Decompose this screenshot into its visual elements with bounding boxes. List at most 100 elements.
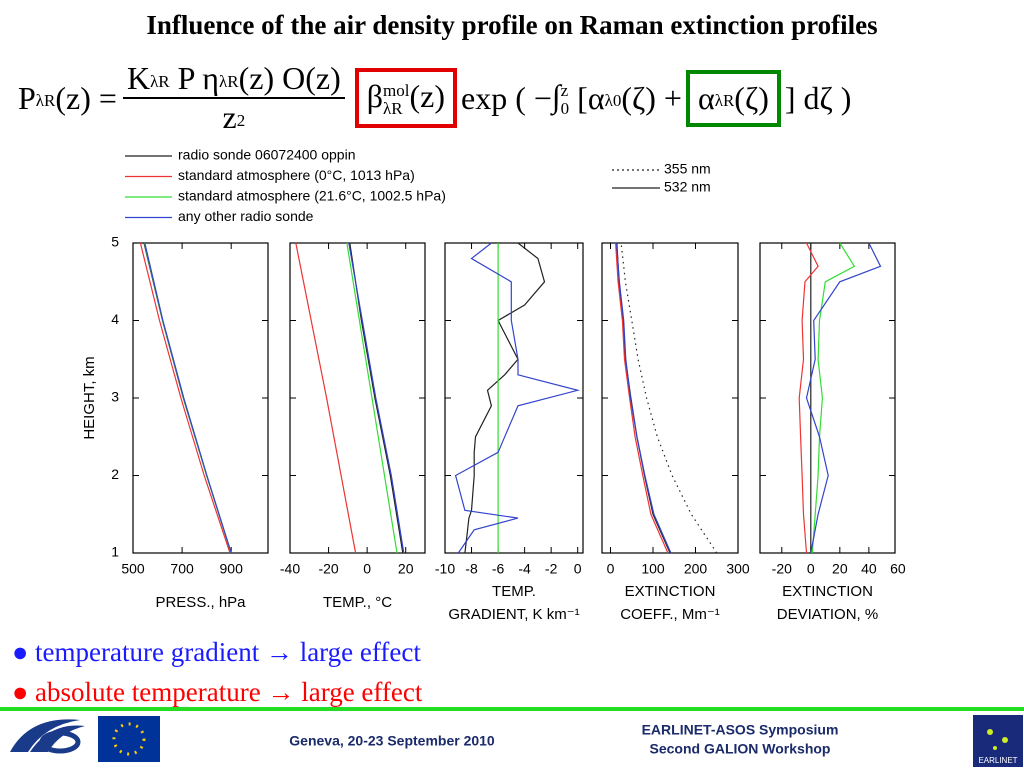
x-tick-label: 40: [861, 561, 877, 577]
formula-part: ∫ z 0: [552, 78, 569, 118]
footer-event: EARLINET-ASOS Symposium: [642, 722, 839, 738]
profile-line: [139, 242, 231, 554]
logo-left: [10, 719, 85, 754]
formula-text: (z) =: [55, 79, 117, 116]
profile-line: [454, 242, 581, 554]
profile-line: [143, 242, 232, 554]
formula-sub: 0: [560, 98, 570, 118]
formula-sup: 2: [236, 110, 246, 130]
formula-scripts: 2: [236, 110, 246, 130]
formula-sub: λR: [714, 91, 735, 111]
formula-sup: z: [560, 80, 569, 100]
profile-line: [615, 242, 672, 554]
formula-text: (z) O(z): [238, 60, 341, 96]
formula-part: β mol λR: [366, 78, 410, 117]
profile-line: [620, 242, 718, 554]
formula-sub: λR: [35, 91, 56, 111]
formula-text: (ζ): [734, 79, 769, 116]
plot-frame: [759, 242, 896, 554]
panel: -20 0 20 40 60 EXTINCTION DEVIATION, %: [759, 242, 906, 623]
x-tick-label: 0: [363, 561, 371, 577]
formula-scripts: λR: [150, 71, 170, 91]
x-tick-label: 700: [170, 561, 194, 577]
x-tick-label: 200: [684, 561, 708, 577]
profile-line: [805, 242, 882, 554]
profile-line: [798, 242, 819, 554]
legend-label: standard atmosphere (0°C, 1013 hPa): [178, 167, 415, 183]
formula-text: exp ( −: [460, 79, 552, 116]
formula-text: P: [18, 79, 36, 116]
x-tick-label: -4: [518, 561, 531, 577]
bullet: ● temperature gradient → large effect: [12, 637, 421, 667]
x-tick-label: 60: [890, 561, 906, 577]
footer-place: Geneva, 20-23 September 2010: [289, 733, 495, 749]
x-axis-label: GRADIENT, K km⁻¹: [448, 606, 579, 623]
x-axis-label: TEMP.: [492, 583, 536, 600]
x-axis-label: COEFF., Mm⁻¹: [620, 606, 720, 623]
x-tick-label: -2: [545, 561, 558, 577]
formula-part: (z) O(z): [239, 60, 341, 96]
legend-label: radio sonde 06072400 oppin: [178, 147, 356, 163]
x-tick-label: -8: [465, 561, 478, 577]
x-tick-label: -20: [318, 561, 338, 577]
formula-part: (z): [409, 78, 445, 114]
formula-sup: mol: [383, 80, 410, 100]
x-tick-label: -40: [280, 561, 300, 577]
y-tick-label: 2: [111, 466, 119, 482]
x-tick-label: -10: [435, 561, 455, 577]
formula-text: z: [222, 99, 237, 135]
x-axis-label: EXTINCTION: [782, 583, 873, 600]
profile-line: [295, 242, 357, 554]
panel: 1 2 3 4 5 500 700 900 PRESS., hPa HEIGHT, km: [81, 234, 269, 611]
formula-part: [α λ0: [569, 80, 621, 117]
x-axis-label: PRESS., hPa: [155, 594, 246, 611]
formula-text: β: [366, 78, 384, 115]
formula-scripts: mol λR: [383, 80, 410, 118]
formula-scripts: λR: [715, 92, 735, 110]
formula-text: P η: [169, 60, 219, 96]
profile-line: [464, 242, 546, 554]
logo-text: EARLINET: [978, 756, 1017, 765]
formula-text: (ζ) +: [621, 79, 682, 116]
formula-text: K: [126, 60, 151, 96]
x-tick-label: 0: [574, 561, 582, 577]
x-tick-label: 100: [641, 561, 665, 577]
panel: -40 -20 0 20 TEMP., °C: [280, 242, 426, 611]
formula-part: (ζ): [734, 80, 769, 116]
formula-text: ] dζ ): [784, 79, 852, 116]
formula-scripts: λR: [36, 92, 56, 110]
legend-label: 532 nm: [664, 179, 711, 195]
green-box: α λR (ζ): [685, 69, 781, 127]
x-axis-label: TEMP., °C: [323, 594, 392, 611]
x-tick-label: 0: [607, 561, 615, 577]
eu-flag: [98, 716, 160, 762]
formula-scripts: λ0: [605, 92, 622, 110]
footer-event: Second GALION Workshop: [650, 741, 831, 757]
formula-sub: λR: [383, 98, 403, 118]
x-tick-label: 300: [726, 561, 750, 577]
plot-frame: [601, 242, 739, 554]
panel: -10 -8 -6 -4 -2 0 TEMP. GRADIENT, K km⁻¹: [435, 242, 584, 623]
formula-sub: λR: [150, 71, 170, 91]
x-tick-label: 20: [398, 561, 414, 577]
profile-line: [144, 242, 232, 554]
bullets: ● temperature gradient → large effect ● a…: [12, 632, 422, 712]
profile-line: [616, 242, 671, 554]
formula-sub: λR: [219, 71, 239, 91]
legend-label: any other radio sonde: [178, 208, 314, 224]
x-axis-label: EXTINCTION: [625, 583, 716, 600]
formula-text: [α: [569, 79, 605, 116]
profile-line: [348, 242, 405, 554]
x-tick-label: 20: [832, 561, 848, 577]
logo-right: EARLINET: [973, 715, 1023, 767]
formula-part: P η λR: [170, 60, 239, 96]
